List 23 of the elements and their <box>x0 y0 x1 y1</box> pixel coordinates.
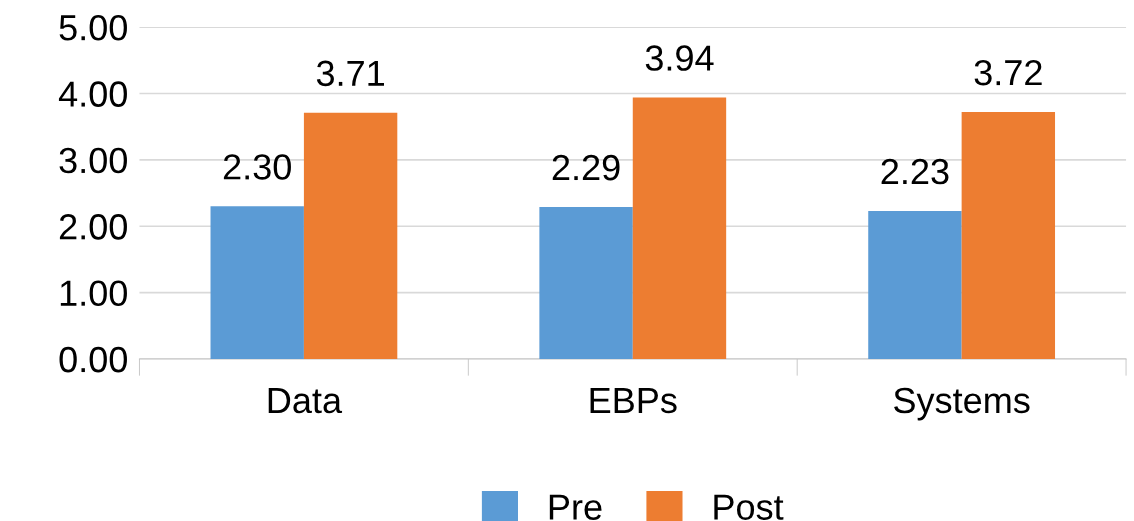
bar <box>539 206 633 359</box>
legend-label: Pre <box>549 494 602 520</box>
y-tick-label: 0.00 <box>59 346 127 373</box>
data-label: 2.23 <box>881 158 949 185</box>
y-tick-label: 1.00 <box>60 280 127 307</box>
bar <box>868 210 962 359</box>
y-tick-label: 5.00 <box>59 14 127 41</box>
data-label: 3.71 <box>316 60 384 87</box>
bar <box>632 97 727 359</box>
legend-label: Post <box>714 494 784 520</box>
x-tick-label: Systems <box>894 387 1030 421</box>
x-tick-label: Data <box>268 388 343 414</box>
y-tick-label: 3.00 <box>59 147 127 174</box>
data-label: 2.29 <box>552 154 620 181</box>
data-label: 3.72 <box>974 59 1042 86</box>
y-tick-label: 2.00 <box>59 214 127 240</box>
x-tick-label: EBPs <box>590 388 677 414</box>
bar <box>961 112 1056 359</box>
data-label: 2.30 <box>223 154 291 180</box>
y-tick-label: 4.00 <box>58 81 127 107</box>
bar <box>303 112 398 359</box>
bar <box>210 206 304 359</box>
data-label: 3.94 <box>645 45 714 71</box>
